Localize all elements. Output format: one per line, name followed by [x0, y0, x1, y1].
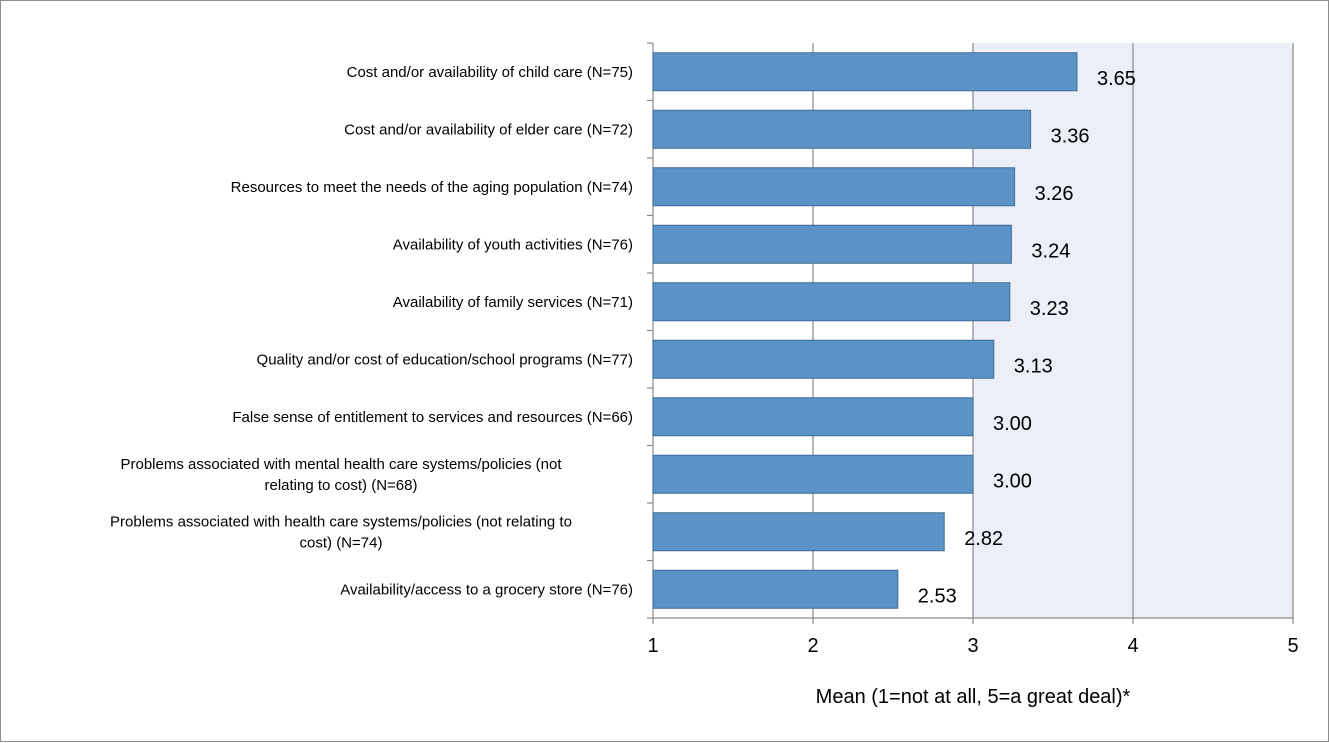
x-tick-label: 3 — [967, 635, 978, 657]
bar — [652, 52, 1078, 92]
x-tick-label: 4 — [1127, 635, 1138, 657]
category-label: Cost and/or availability of child care (… — [347, 64, 633, 81]
category-label: cost) (N=74) — [300, 534, 383, 551]
category-label: Quality and/or cost of education/school … — [257, 351, 633, 368]
bar — [652, 454, 974, 494]
bar — [652, 397, 974, 437]
x-tick-label: 1 — [647, 635, 658, 657]
value-label: 2.82 — [964, 528, 1003, 550]
category-label: Availability of youth activities (N=76) — [393, 236, 633, 253]
x-tick-label: 5 — [1287, 635, 1298, 657]
value-label: 3.23 — [1030, 298, 1069, 320]
category-label: Problems associated with health care sys… — [110, 513, 572, 530]
bar — [652, 339, 995, 379]
value-label: 3.24 — [1031, 240, 1070, 262]
category-label: Resources to meet the needs of the aging… — [231, 179, 633, 196]
x-axis-title: Mean (1=not at all, 5=a great deal)* — [816, 686, 1131, 708]
category-label: False sense of entitlement to services a… — [232, 409, 633, 426]
bar — [652, 109, 1032, 149]
bar — [652, 224, 1012, 264]
value-label: 3.36 — [1051, 125, 1090, 147]
category-label: Cost and/or availability of elder care (… — [344, 121, 633, 138]
bar — [652, 569, 899, 609]
value-label: 3.00 — [993, 413, 1032, 435]
category-label: Availability/access to a grocery store (… — [340, 581, 633, 598]
category-label: relating to cost) (N=68) — [265, 477, 418, 494]
bar — [652, 167, 1016, 207]
category-label: Problems associated with mental health c… — [120, 456, 562, 473]
category-label: Availability of family services (N=71) — [393, 294, 633, 311]
value-label: 3.65 — [1097, 68, 1136, 90]
value-label: 3.13 — [1014, 355, 1053, 377]
bar — [652, 282, 1011, 322]
value-label: 3.26 — [1035, 183, 1074, 205]
bar — [652, 512, 945, 552]
x-tick-label: 2 — [807, 635, 818, 657]
value-label: 2.53 — [918, 585, 957, 607]
value-label: 3.00 — [993, 470, 1032, 492]
